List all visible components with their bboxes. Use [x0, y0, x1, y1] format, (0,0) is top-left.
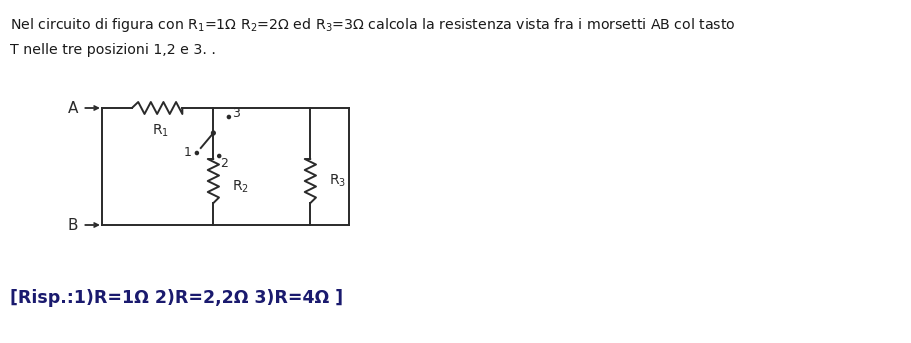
Text: B: B	[67, 217, 78, 233]
Text: T nelle tre posizioni 1,2 e 3. .: T nelle tre posizioni 1,2 e 3. .	[10, 43, 216, 57]
Text: 3: 3	[231, 106, 240, 119]
Circle shape	[228, 115, 230, 119]
Text: 1: 1	[183, 145, 191, 158]
Text: [Risp.:1)R=1Ω 2)R=2,2Ω 3)R=4Ω ]: [Risp.:1)R=1Ω 2)R=2,2Ω 3)R=4Ω ]	[10, 289, 343, 307]
Circle shape	[218, 154, 220, 157]
Circle shape	[211, 131, 215, 135]
Text: R$_3$: R$_3$	[329, 173, 346, 189]
Text: R$_2$: R$_2$	[231, 179, 249, 195]
Text: A: A	[67, 100, 78, 116]
Text: Nel circuito di figura con R$_1$=1Ω R$_2$=2Ω ed R$_3$=3Ω calcola la resistenza v: Nel circuito di figura con R$_1$=1Ω R$_2…	[10, 16, 735, 34]
Text: R$_1$: R$_1$	[151, 123, 169, 139]
Text: 2: 2	[220, 156, 228, 169]
Circle shape	[195, 151, 199, 155]
